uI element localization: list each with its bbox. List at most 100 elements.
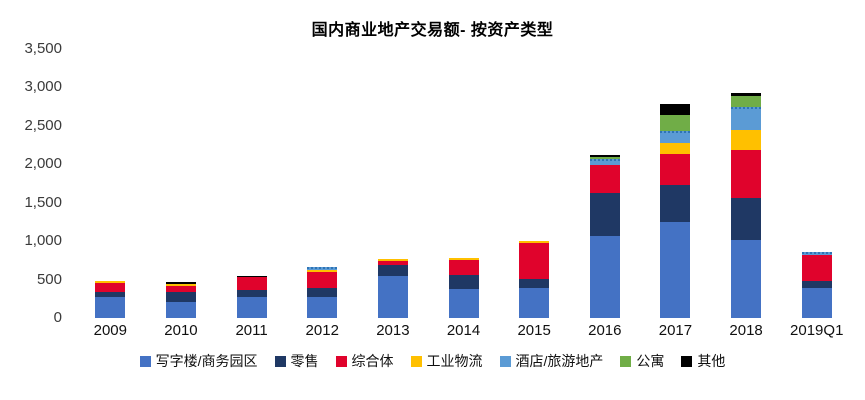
bar-segment-2010-other bbox=[165, 282, 196, 284]
bar-segment-2014-mixed-use bbox=[448, 259, 479, 276]
stacked-bar-2013 bbox=[377, 258, 408, 318]
y-axis-tick-label: 2,500 bbox=[24, 116, 62, 134]
bar-segment-2009-office bbox=[95, 296, 126, 318]
bar-segment-2015-retail bbox=[519, 278, 550, 288]
legend-swatch-office bbox=[139, 355, 151, 367]
x-axis-label-2016: 2016 bbox=[588, 322, 622, 339]
bar-segment-2016-mixed-use bbox=[589, 165, 620, 193]
x-axis-label-2012: 2012 bbox=[305, 322, 339, 339]
chart-title: 国内商业地产交易额- 按资产类型 bbox=[311, 22, 554, 39]
legend-label-other: 其他 bbox=[697, 353, 726, 369]
y-axis-tick-label: 3,000 bbox=[24, 78, 62, 96]
bar-slot-2018 bbox=[711, 49, 782, 318]
stacked-bar-2015 bbox=[519, 241, 550, 318]
bar-segment-2019Q1-mixed-use bbox=[801, 255, 832, 282]
legend-swatch-hotel bbox=[499, 355, 511, 367]
x-axis: 2009 2010 2011 2012 2013 2014 2015 2016 2017 2018… bbox=[75, 322, 852, 339]
bar-segment-2009-industrial bbox=[95, 281, 126, 284]
y-axis-tick-label: 0 bbox=[53, 309, 62, 326]
legend-swatch-mixed-use bbox=[335, 355, 347, 367]
bar-segment-2014-office bbox=[448, 289, 479, 318]
y-axis-tick-label: 500 bbox=[36, 270, 62, 288]
bar-segment-2015-industrial bbox=[519, 241, 550, 244]
legend-item-hotel: 酒店/旅游地产 bbox=[499, 351, 604, 371]
x-axis-label-2011: 2011 bbox=[235, 322, 268, 339]
stacked-bar-2009 bbox=[95, 281, 126, 318]
bar-segment-2013-retail bbox=[377, 265, 408, 276]
bar-segment-2017-apartment bbox=[660, 114, 691, 132]
bar-segment-2011-other bbox=[236, 275, 267, 278]
bar-segment-2009-retail bbox=[95, 292, 126, 297]
x-axis-label-2018: 2018 bbox=[729, 322, 763, 339]
stacked-bar-2016 bbox=[589, 155, 620, 318]
bar-segment-2013-mixed-use bbox=[377, 260, 408, 266]
bar-segment-2016-apartment bbox=[589, 157, 620, 160]
bar-segment-2015-office bbox=[519, 287, 550, 318]
legend-label-retail: 零售 bbox=[290, 353, 319, 369]
bar-segment-2012-mixed-use bbox=[307, 272, 338, 288]
x-axis-label-2015: 2015 bbox=[517, 322, 551, 339]
y-axis: 0 500 1,000 1,500 2,000 2,500 3,000 3,500 bbox=[0, 0, 62, 400]
stacked-bar-2014 bbox=[448, 257, 479, 318]
bar-segment-2016-hotel bbox=[589, 159, 620, 166]
legend-item-apartment: 公寓 bbox=[620, 351, 664, 371]
bar-segment-2011-mixed-use bbox=[236, 277, 267, 291]
stacked-bar-2012 bbox=[307, 266, 338, 318]
bar-segment-2010-industrial bbox=[165, 283, 196, 286]
bar-slot-2011 bbox=[216, 49, 287, 318]
bar-segment-2018-hotel bbox=[731, 107, 762, 130]
legend-item-mixed-use: 综合体 bbox=[335, 351, 394, 371]
bar-segment-2012-hotel bbox=[307, 266, 338, 270]
bar-segment-2018-industrial bbox=[731, 129, 762, 151]
bar-segment-2013-office bbox=[377, 275, 408, 318]
bar-slot-2017 bbox=[640, 49, 711, 318]
bar-segment-2018-mixed-use bbox=[731, 150, 762, 198]
bar-segment-2011-retail bbox=[236, 290, 267, 297]
bar-segment-2016-office bbox=[589, 235, 620, 318]
bar-segment-2019Q1-retail bbox=[801, 281, 832, 288]
bar-segment-2018-retail bbox=[731, 197, 762, 240]
y-axis-tick-label: 1,500 bbox=[24, 193, 62, 211]
legend-item-other: 其他 bbox=[681, 351, 725, 371]
legend: 写字楼/商务园区 零售 综合体 工业物流 酒店/旅游地产 公寓 其他 bbox=[0, 351, 865, 371]
bar-slot-2015 bbox=[499, 49, 570, 318]
bar-slot-2014 bbox=[428, 49, 499, 318]
bar-segment-2009-mixed-use bbox=[95, 283, 126, 293]
legend-label-office: 写字楼/商务园区 bbox=[155, 353, 258, 369]
bar-slot-2010 bbox=[146, 49, 217, 318]
bar-segment-2017-other bbox=[660, 104, 691, 115]
bar-slot-2013 bbox=[358, 49, 429, 318]
bar-segment-2018-apartment bbox=[731, 95, 762, 108]
stacked-bar-2018 bbox=[731, 93, 762, 318]
bar-segment-2014-retail bbox=[448, 275, 479, 290]
stacked-bar-2017 bbox=[660, 104, 691, 318]
legend-item-retail: 零售 bbox=[274, 351, 319, 371]
bar-slot-2009 bbox=[75, 49, 146, 318]
legend-swatch-apartment bbox=[620, 355, 632, 367]
x-axis-label-2010: 2010 bbox=[164, 322, 198, 339]
stacked-bar-2010 bbox=[165, 282, 196, 318]
y-axis-tick-label: 2,000 bbox=[24, 155, 62, 173]
bar-segment-2019Q1-hotel bbox=[801, 252, 832, 256]
x-axis-label-2014: 2014 bbox=[446, 322, 481, 339]
x-axis-label-2017: 2017 bbox=[658, 322, 693, 339]
legend-item-industrial: 工业物流 bbox=[410, 351, 483, 371]
y-axis-tick-label: 3,500 bbox=[24, 40, 62, 57]
plot-area bbox=[75, 49, 852, 318]
bar-segment-2017-mixed-use bbox=[660, 153, 691, 186]
legend-label-hotel: 酒店/旅游地产 bbox=[515, 353, 604, 369]
bar-slot-2012 bbox=[287, 49, 358, 318]
bar-segment-2016-other bbox=[589, 155, 620, 158]
legend-label-industrial: 工业物流 bbox=[426, 353, 483, 369]
bar-segment-2011-office bbox=[236, 296, 267, 318]
bar-slot-2019Q1 bbox=[781, 49, 852, 318]
bar-segment-2014-industrial bbox=[448, 257, 479, 260]
stacked-bar-2011 bbox=[236, 275, 267, 318]
x-axis-label-2013: 2013 bbox=[376, 322, 410, 339]
bar-segment-2012-office bbox=[307, 296, 338, 318]
x-axis-label-2019Q1: 2019Q1 bbox=[790, 322, 844, 339]
bar-slot-2016 bbox=[569, 49, 640, 318]
bar-segment-2012-retail bbox=[307, 287, 338, 297]
bar-segment-2017-office bbox=[660, 221, 691, 318]
legend-swatch-industrial bbox=[410, 355, 422, 367]
